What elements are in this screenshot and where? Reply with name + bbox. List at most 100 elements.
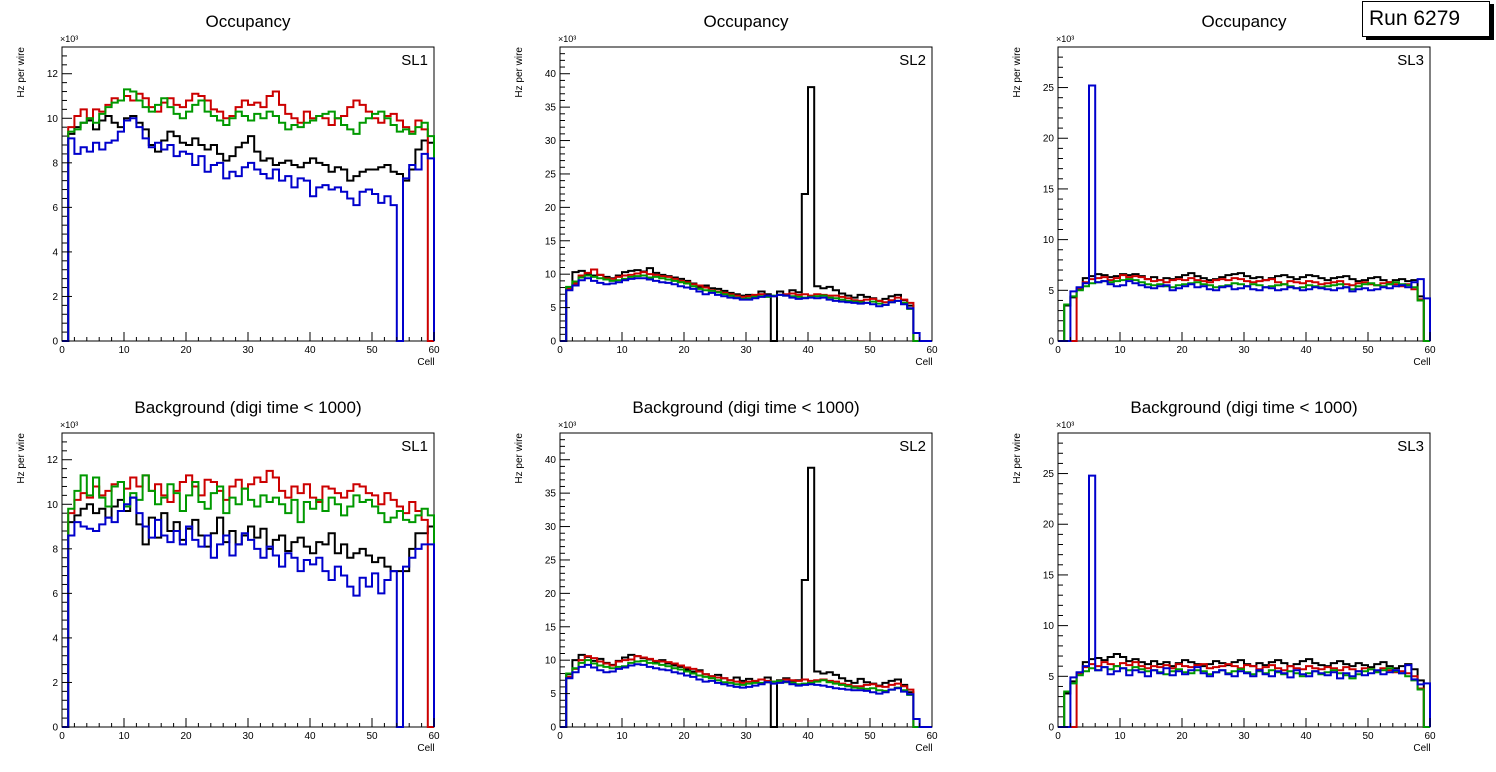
x-axis-label: Cell bbox=[1413, 743, 1430, 754]
x-tick-label: 30 bbox=[1238, 731, 1250, 742]
y-tick-label: 10 bbox=[545, 270, 557, 281]
superlayer-label: SL1 bbox=[401, 438, 428, 455]
y-tick-label: 4 bbox=[52, 633, 58, 644]
x-tick-label: 40 bbox=[1300, 345, 1312, 356]
plot-frame bbox=[1057, 46, 1431, 342]
x-tick-label: 50 bbox=[1362, 345, 1374, 356]
y-tick-label: 2 bbox=[52, 678, 58, 689]
y-tick-label: 15 bbox=[1043, 184, 1055, 195]
y-exponent-label: ×10³ bbox=[60, 34, 78, 44]
y-tick-label: 0 bbox=[1048, 337, 1054, 348]
superlayer-label: SL3 bbox=[1397, 438, 1424, 455]
y-exponent-label: ×10³ bbox=[60, 420, 78, 430]
x-axis-label: Cell bbox=[915, 357, 932, 368]
x-tick-label: 40 bbox=[304, 731, 316, 742]
y-tick-label: 2 bbox=[52, 292, 58, 303]
y-tick-label: 4 bbox=[52, 247, 58, 258]
y-tick-label: 0 bbox=[52, 723, 58, 734]
x-tick-label: 40 bbox=[304, 345, 316, 356]
series-layer4 bbox=[62, 117, 435, 342]
y-tick-label: 0 bbox=[550, 723, 556, 734]
series-layer4 bbox=[560, 277, 932, 342]
x-axis-label: Cell bbox=[417, 743, 434, 754]
panel-title: Background (digi time < 1000) bbox=[632, 398, 859, 417]
y-tick-label: 5 bbox=[550, 303, 556, 314]
histogram-panel-6: Background (digi time < 1000)0 10 20 30 40 50… bbox=[1012, 398, 1436, 754]
series-layer4 bbox=[560, 663, 932, 728]
panel-title: Background (digi time < 1000) bbox=[1130, 398, 1357, 417]
series-layer2 bbox=[62, 90, 434, 342]
y-tick-label: 20 bbox=[545, 589, 557, 600]
x-tick-label: 60 bbox=[1424, 345, 1436, 356]
x-tick-label: 30 bbox=[740, 345, 752, 356]
x-tick-label: 10 bbox=[1114, 345, 1126, 356]
x-tick-label: 50 bbox=[366, 345, 378, 356]
x-tick-label: 20 bbox=[678, 731, 690, 742]
x-tick-label: 40 bbox=[802, 345, 814, 356]
y-tick-label: 12 bbox=[47, 455, 59, 466]
y-tick-label: 10 bbox=[1043, 235, 1055, 246]
x-tick-label: 60 bbox=[428, 345, 440, 356]
y-axis-label: Hz per wire bbox=[16, 47, 27, 98]
series-layer4 bbox=[1058, 474, 1431, 728]
y-tick-label: 20 bbox=[545, 203, 557, 214]
y-axis-label: Hz per wire bbox=[16, 433, 27, 484]
x-axis-label: Cell bbox=[417, 357, 434, 368]
panel-title: Occupancy bbox=[205, 12, 291, 31]
superlayer-label: SL2 bbox=[899, 438, 926, 455]
panel-title: Occupancy bbox=[1201, 12, 1287, 31]
y-tick-label: 10 bbox=[545, 656, 557, 667]
panel-title: Occupancy bbox=[703, 12, 789, 31]
y-tick-label: 20 bbox=[1043, 520, 1055, 531]
y-tick-label: 25 bbox=[545, 555, 557, 566]
x-tick-label: 0 bbox=[1055, 345, 1061, 356]
y-tick-label: 6 bbox=[52, 203, 58, 214]
x-tick-label: 30 bbox=[1238, 345, 1250, 356]
y-tick-label: 15 bbox=[1043, 570, 1055, 581]
panel-title: Background (digi time < 1000) bbox=[134, 398, 361, 417]
histogram-panel-5: Background (digi time < 1000) 0 10 20 30 40 50… bbox=[514, 398, 938, 754]
y-tick-label: 5 bbox=[1048, 286, 1054, 297]
y-tick-label: 0 bbox=[550, 337, 556, 348]
y-exponent-label: ×10³ bbox=[558, 420, 576, 430]
x-tick-label: 20 bbox=[180, 345, 192, 356]
y-axis-label: Hz per wire bbox=[514, 433, 525, 484]
y-tick-label: 5 bbox=[1048, 672, 1054, 683]
x-tick-label: 50 bbox=[864, 731, 876, 742]
x-tick-label: 20 bbox=[678, 345, 690, 356]
x-tick-label: 50 bbox=[1362, 731, 1374, 742]
y-tick-label: 40 bbox=[545, 455, 557, 466]
series-layer1 bbox=[560, 466, 932, 728]
series-layer1 bbox=[1058, 653, 1430, 728]
x-tick-label: 60 bbox=[1424, 731, 1436, 742]
y-tick-label: 0 bbox=[1048, 723, 1054, 734]
x-tick-label: 10 bbox=[118, 345, 130, 356]
y-tick-label: 6 bbox=[52, 589, 58, 600]
y-tick-label: 35 bbox=[545, 489, 557, 500]
x-tick-label: 40 bbox=[1300, 731, 1312, 742]
y-exponent-label: ×10³ bbox=[1056, 34, 1074, 44]
histogram-panel-2: Occupancy 0 10 20 30 40 50 60 0 5 10 15 20 25 30 35 40 ×1… bbox=[514, 12, 938, 368]
y-tick-label: 35 bbox=[545, 103, 557, 114]
x-tick-label: 20 bbox=[1176, 345, 1188, 356]
y-tick-label: 25 bbox=[545, 169, 557, 180]
x-axis-label: Cell bbox=[1413, 357, 1430, 368]
x-tick-label: 50 bbox=[864, 345, 876, 356]
series-layer4 bbox=[62, 496, 435, 728]
y-tick-label: 12 bbox=[47, 69, 59, 80]
y-tick-label: 10 bbox=[47, 500, 59, 511]
x-tick-label: 0 bbox=[59, 345, 65, 356]
y-axis-label: Hz per wire bbox=[1012, 47, 1023, 98]
y-tick-label: 30 bbox=[545, 522, 557, 533]
x-tick-label: 20 bbox=[1176, 731, 1188, 742]
x-tick-label: 60 bbox=[926, 731, 938, 742]
y-tick-label: 0 bbox=[52, 337, 58, 348]
plot-frame bbox=[1057, 432, 1431, 728]
y-tick-label: 20 bbox=[1043, 134, 1055, 145]
superlayer-label: SL3 bbox=[1397, 52, 1424, 69]
x-tick-label: 10 bbox=[616, 731, 628, 742]
y-exponent-label: ×10³ bbox=[558, 34, 576, 44]
x-tick-label: 30 bbox=[740, 731, 752, 742]
series-layer1 bbox=[560, 86, 932, 342]
